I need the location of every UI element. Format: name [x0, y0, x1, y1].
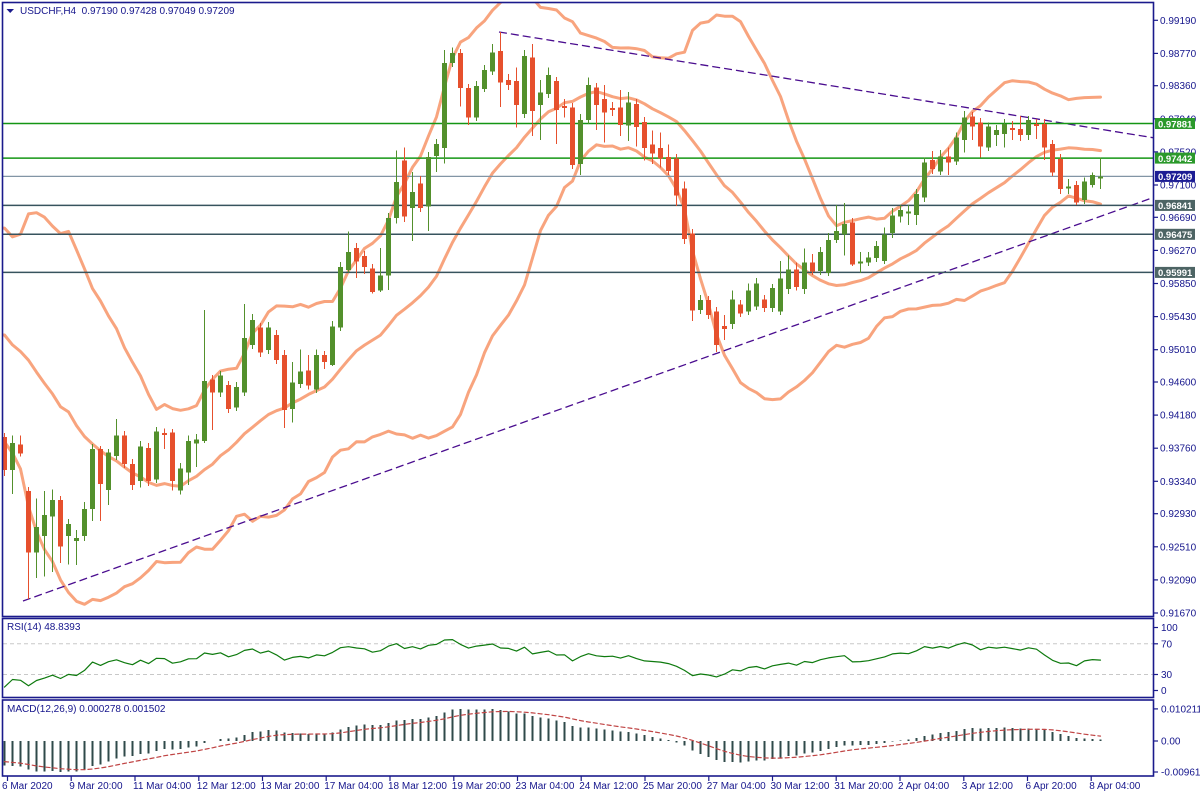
- svg-text:11 Mar 04:00: 11 Mar 04:00: [133, 781, 192, 792]
- svg-text:19 Mar 20:00: 19 Mar 20:00: [452, 781, 511, 792]
- svg-text:18 Mar 12:00: 18 Mar 12:00: [388, 781, 447, 792]
- svg-text:100: 100: [1161, 623, 1178, 634]
- svg-text:MACD(12,26,9) 0.000278 0.00150: MACD(12,26,9) 0.000278 0.001502: [7, 704, 166, 715]
- svg-text:0.98770: 0.98770: [1160, 49, 1197, 60]
- svg-text:31 Mar 20:00: 31 Mar 20:00: [834, 781, 893, 792]
- svg-text:0.96690: 0.96690: [1160, 213, 1197, 224]
- svg-text:0.91670: 0.91670: [1160, 609, 1197, 620]
- svg-text:0.95010: 0.95010: [1160, 345, 1197, 356]
- svg-text:0.97442: 0.97442: [1158, 154, 1192, 165]
- svg-text:0: 0: [1161, 686, 1167, 697]
- svg-text:6 Mar 2020: 6 Mar 2020: [2, 781, 53, 792]
- svg-text:0.92510: 0.92510: [1160, 542, 1197, 553]
- svg-text:0.97209: 0.97209: [1158, 172, 1192, 183]
- svg-text:0.93760: 0.93760: [1160, 444, 1197, 455]
- svg-text:0.010211: 0.010211: [1161, 704, 1200, 715]
- svg-text:30: 30: [1161, 670, 1173, 681]
- svg-text:0.96475: 0.96475: [1158, 230, 1193, 241]
- svg-text:RSI(14) 48.8393: RSI(14) 48.8393: [7, 622, 81, 633]
- svg-text:24 Mar 12:00: 24 Mar 12:00: [579, 781, 638, 792]
- svg-text:0.93340: 0.93340: [1160, 477, 1197, 488]
- svg-text:0.97100: 0.97100: [1160, 181, 1197, 192]
- svg-text:8 Apr 04:00: 8 Apr 04:00: [1089, 781, 1141, 792]
- svg-text:0.95430: 0.95430: [1160, 312, 1197, 323]
- svg-text:0.97881: 0.97881: [1158, 119, 1193, 130]
- svg-text:0.95850: 0.95850: [1160, 279, 1197, 290]
- svg-text:0.00: 0.00: [1161, 737, 1181, 748]
- svg-text:70: 70: [1161, 639, 1173, 650]
- svg-text:13 Mar 20:00: 13 Mar 20:00: [261, 781, 320, 792]
- svg-text:25 Mar 20:00: 25 Mar 20:00: [643, 781, 702, 792]
- svg-text:0.94600: 0.94600: [1160, 378, 1197, 389]
- svg-text:3 Apr 12:00: 3 Apr 12:00: [962, 781, 1014, 792]
- svg-text:6 Apr 20:00: 6 Apr 20:00: [1026, 781, 1078, 792]
- svg-text:0.95991: 0.95991: [1158, 268, 1193, 279]
- svg-text:9 Mar 20:00: 9 Mar 20:00: [69, 781, 123, 792]
- svg-text:0.99190: 0.99190: [1160, 16, 1197, 27]
- svg-text:0.94180: 0.94180: [1160, 411, 1197, 422]
- svg-text:30 Mar 12:00: 30 Mar 12:00: [771, 781, 830, 792]
- svg-text:12 Mar 12:00: 12 Mar 12:00: [197, 781, 256, 792]
- svg-text:17 Mar 04:00: 17 Mar 04:00: [324, 781, 383, 792]
- svg-text:0.96270: 0.96270: [1160, 246, 1197, 257]
- svg-text:23 Mar 04:00: 23 Mar 04:00: [516, 781, 575, 792]
- svg-text:0.92930: 0.92930: [1160, 509, 1197, 520]
- svg-text:USDCHF,H4 0.97190 0.97428 0.9: USDCHF,H4 0.97190 0.97428 0.97049 0.9720…: [20, 6, 235, 17]
- svg-text:0.92090: 0.92090: [1160, 575, 1197, 586]
- svg-text:0.98360: 0.98360: [1160, 81, 1197, 92]
- svg-text:0.96841: 0.96841: [1158, 201, 1193, 212]
- svg-text:27 Mar 04:00: 27 Mar 04:00: [707, 781, 766, 792]
- svg-text:-0.009615: -0.009615: [1161, 768, 1200, 779]
- svg-text:2 Apr 04:00: 2 Apr 04:00: [898, 781, 950, 792]
